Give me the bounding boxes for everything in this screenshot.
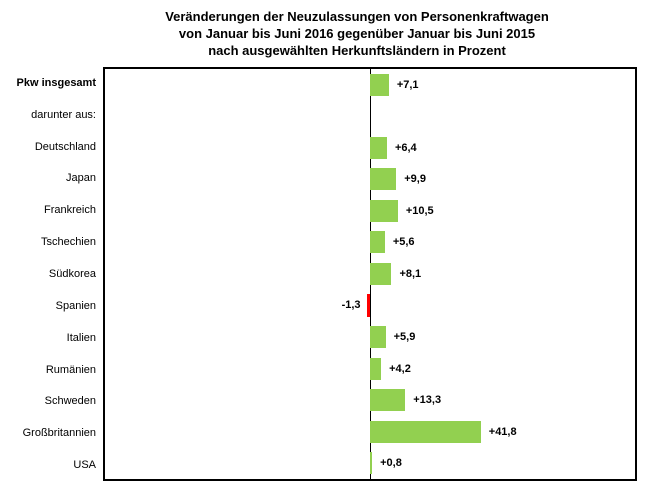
- value-label: +8,1: [399, 267, 422, 280]
- value-label: +5,9: [393, 331, 416, 344]
- category-label: darunter aus:: [31, 108, 96, 121]
- positive-bar: [370, 136, 387, 159]
- bar-row: +41,8: [105, 416, 635, 448]
- value-label: +0,8: [380, 457, 402, 470]
- value-label: +5,6: [392, 236, 415, 249]
- category-label: Pkw insgesamt: [16, 76, 96, 89]
- category-label: Japan: [66, 172, 96, 185]
- bar-row: +5,9: [105, 321, 635, 353]
- positive-bar: [370, 73, 389, 96]
- bar-row: +8,1: [105, 258, 635, 290]
- value-label: +4,2: [389, 362, 411, 375]
- chart-title-line1: Veränderungen der Neuzulassungen von Per…: [165, 9, 549, 24]
- bar-row: -1,3: [105, 290, 635, 322]
- category-labels: Pkw insgesamt darunter aus: Deutschland Jap…: [0, 67, 96, 481]
- positive-bar: [370, 389, 406, 412]
- category-label: USA: [73, 459, 96, 472]
- bar-row: +5,6: [105, 227, 635, 259]
- bar-row: +7,1: [105, 69, 635, 101]
- value-label: -1,3: [341, 299, 361, 312]
- category-label: Großbritannien: [22, 427, 96, 440]
- category-label: Frankreich: [44, 204, 96, 217]
- positive-bar: [370, 420, 481, 443]
- category-label: Rumänien: [45, 363, 96, 376]
- value-label: +9,9: [404, 173, 426, 186]
- category-label: Schweden: [44, 395, 96, 408]
- category-label: Spanien: [55, 299, 96, 312]
- positive-bar: [370, 325, 386, 349]
- value-label: +41,8: [488, 425, 517, 438]
- category-label: Tschechien: [40, 236, 96, 249]
- chart-title: Veränderungen der Neuzulassungen von Per…: [60, 8, 654, 59]
- chart-title-line3: nach ausgewählten Herkunftsländern in Pr…: [208, 43, 506, 58]
- positive-bar: [370, 262, 392, 285]
- positive-bar: [370, 452, 373, 475]
- positive-bar: [370, 199, 398, 222]
- value-label: +10,5: [405, 204, 434, 217]
- bar-row: +0,8: [105, 447, 635, 479]
- chart-title-line2: von Januar bis Juni 2016 gegenüber Janua…: [178, 26, 536, 41]
- bar-row: +13,3: [105, 384, 635, 416]
- value-label: +7,1: [396, 78, 419, 91]
- category-label: Italien: [66, 331, 96, 344]
- bar-row: +4,2: [105, 353, 635, 385]
- category-label: Südkorea: [48, 267, 96, 280]
- value-label: +13,3: [413, 394, 442, 407]
- positive-bar: [370, 357, 382, 380]
- category-label: Deutschland: [34, 140, 96, 153]
- bar-row: +10,5: [105, 195, 635, 227]
- positive-bar: [370, 231, 385, 254]
- bar-row: [105, 101, 635, 133]
- plot-area: +7,1 +6,4 +9,9 +10,5 +5,6 +8,1 -1,3 +5,9 +4,2 +13…: [103, 67, 637, 481]
- bar-row: +9,9: [105, 164, 635, 196]
- value-label: +6,4: [394, 141, 417, 154]
- positive-bar: [370, 168, 397, 191]
- negative-bar: [366, 294, 370, 317]
- bar-row: +6,4: [105, 132, 635, 164]
